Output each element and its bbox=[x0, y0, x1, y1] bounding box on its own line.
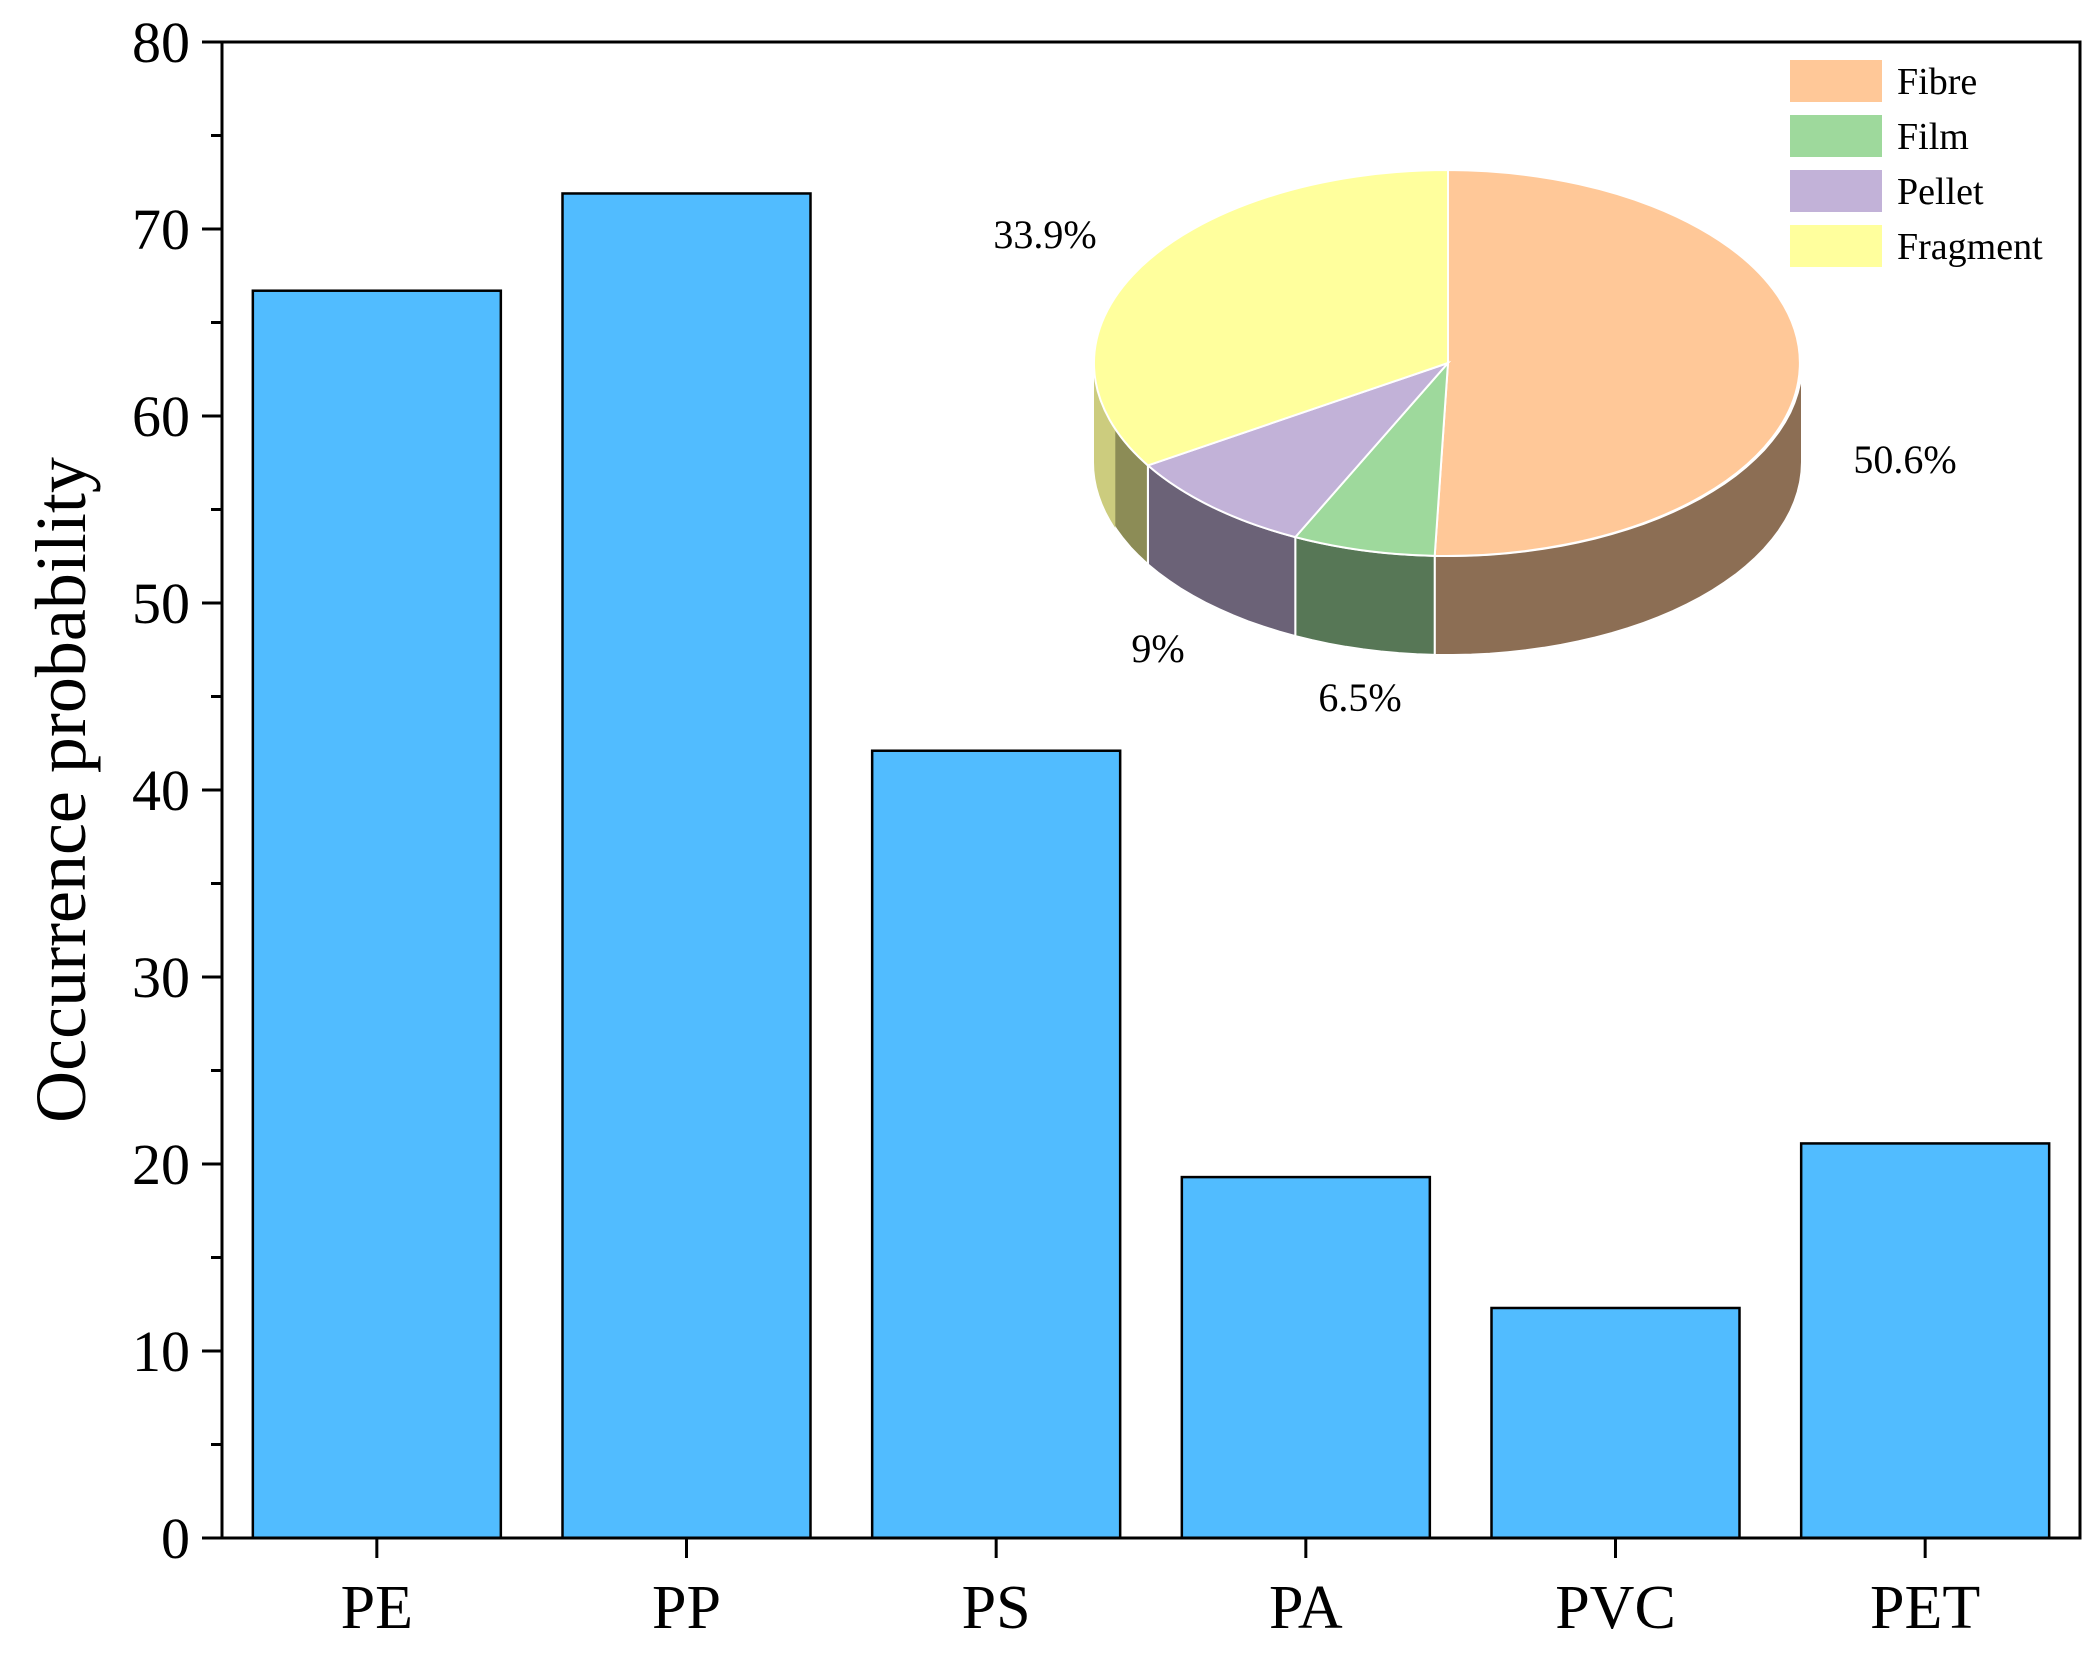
x-tick-label: PP bbox=[652, 1574, 721, 1642]
y-tick-label: 10 bbox=[132, 1319, 190, 1384]
pie-inset: 50.6% 6.5% 9% 33.9% bbox=[993, 168, 1957, 720]
y-tick-label: 30 bbox=[132, 945, 190, 1010]
pie-label-film: 6.5% bbox=[1318, 675, 1401, 720]
pie-slice-fibre bbox=[1433, 168, 1801, 557]
bar-pvc bbox=[1490, 1306, 1741, 1540]
legend-label-pellet: Pellet bbox=[1897, 171, 1984, 213]
x-tick-label: PS bbox=[962, 1574, 1031, 1642]
pie-legend: Fibre Film Pellet Fragment bbox=[1790, 60, 2043, 268]
pie-slice-fragment bbox=[1092, 168, 1449, 467]
y-tick-label: 50 bbox=[132, 571, 190, 636]
legend-label-film: Film bbox=[1897, 116, 1969, 158]
bar-pet bbox=[1799, 1142, 2051, 1540]
y-tick-label: 0 bbox=[161, 1506, 190, 1571]
bar-pp bbox=[561, 192, 812, 1540]
x-tick-label: PET bbox=[1870, 1574, 1980, 1642]
legend-swatch-pellet bbox=[1790, 170, 1882, 212]
y-tick-label: 70 bbox=[132, 197, 190, 262]
bar-ps bbox=[870, 749, 1122, 1540]
legend-swatch-fragment bbox=[1790, 225, 1882, 267]
pie-slice-pellet bbox=[1145, 360, 1452, 539]
x-tick-label: PVC bbox=[1555, 1574, 1676, 1642]
pie-label-pellet: 9% bbox=[1131, 626, 1184, 671]
axes-layer: PE PP PS PA PVC PET 0 10 20 30 40 50 60 70 80 Occurrenc… bbox=[21, 10, 2082, 1642]
legend-label-fragment: Fragment bbox=[1897, 226, 2043, 268]
pie-slice-film bbox=[1293, 360, 1450, 557]
y-tick-label: 20 bbox=[132, 1132, 190, 1197]
bar-pa bbox=[1180, 1175, 1432, 1540]
x-tick-label: PA bbox=[1269, 1574, 1343, 1642]
y-tick-label: 60 bbox=[132, 384, 190, 449]
y-tick-label: 80 bbox=[132, 10, 190, 75]
y-tick-label: 40 bbox=[132, 758, 190, 823]
pie-label-fragment: 33.9% bbox=[993, 212, 1096, 257]
y-axis-label: Occurrence probability bbox=[21, 457, 101, 1123]
legend-swatch-fibre bbox=[1790, 60, 1882, 102]
x-tick-label: PE bbox=[341, 1574, 413, 1642]
pie-label-fibre: 50.6% bbox=[1853, 437, 1956, 482]
legend-swatch-film bbox=[1790, 115, 1882, 157]
bar-pe bbox=[251, 289, 503, 1540]
legend-label-fibre: Fibre bbox=[1897, 61, 1977, 103]
bars-layer bbox=[251, 192, 2051, 1540]
pie-side-fragment bbox=[1094, 363, 1116, 528]
